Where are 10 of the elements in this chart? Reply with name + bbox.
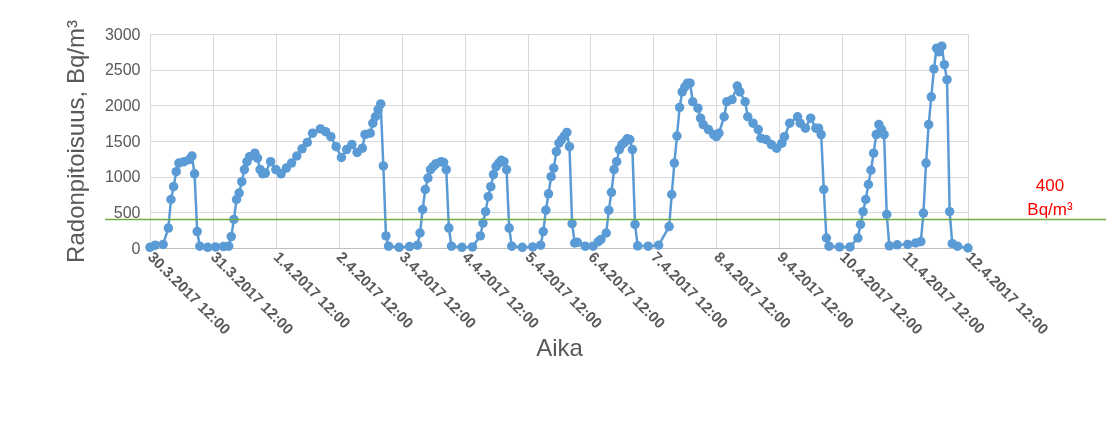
y-tick-label: 3000 — [104, 25, 141, 43]
y-tick-label: 500 — [113, 203, 141, 221]
y-tick-label: 1500 — [104, 132, 141, 150]
x-axis-title: Aika — [536, 334, 584, 362]
ref-line-label: 400 Bq/m³ — [1027, 176, 1074, 220]
y-tick-label: 0 — [131, 239, 141, 257]
y-tick-label: 2500 — [104, 61, 141, 79]
y-tick-label: 2000 — [104, 96, 141, 114]
y-axis-title: Radonpitoisuus, Bq/m³ — [61, 20, 89, 263]
y-tick-label: 1000 — [104, 168, 141, 186]
